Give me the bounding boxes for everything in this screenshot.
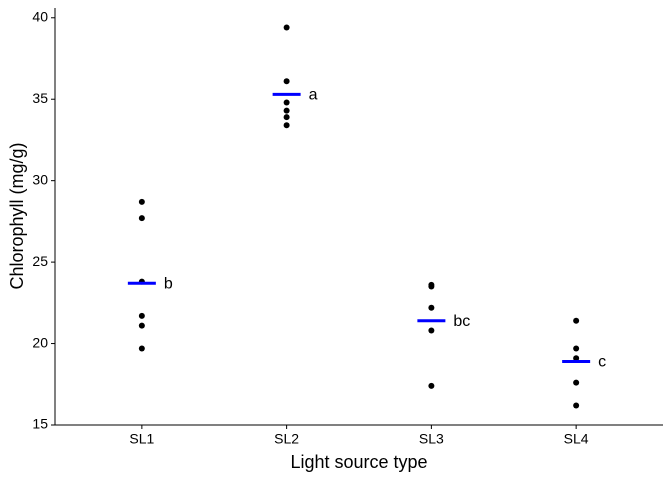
y-axis-title: Chlorophyll (mg/g) [7, 142, 27, 289]
data-point [138, 345, 145, 352]
y-tick-label: 25 [32, 253, 48, 269]
data-point [283, 114, 290, 121]
x-tick-label: SL3 [419, 431, 444, 447]
y-tick-label: 15 [32, 416, 48, 432]
y-tick-label: 30 [32, 171, 48, 187]
data-point [283, 78, 290, 85]
data-point [573, 345, 580, 352]
x-tick-label: SL1 [129, 431, 154, 447]
data-point [573, 402, 580, 409]
data-point [573, 355, 580, 362]
data-point [428, 304, 435, 311]
data-point [283, 99, 290, 106]
y-tick-label: 20 [32, 334, 48, 350]
data-point [428, 283, 435, 290]
group-letter: c [598, 354, 606, 371]
data-point [138, 322, 145, 329]
y-tick-label: 35 [32, 90, 48, 106]
data-point [138, 198, 145, 205]
data-point [573, 379, 580, 386]
x-tick-label: SL4 [564, 431, 589, 447]
x-axis-title: Light source type [290, 452, 427, 472]
group-letter: a [309, 87, 318, 104]
y-tick-label: 40 [32, 8, 48, 24]
data-point [573, 317, 580, 324]
data-point [428, 382, 435, 389]
data-point [283, 107, 290, 114]
data-point [428, 327, 435, 334]
group-letter: bc [453, 313, 470, 330]
group-letter: b [164, 276, 173, 293]
data-point [138, 312, 145, 319]
data-point [283, 24, 290, 31]
x-tick-label: SL2 [274, 431, 299, 447]
data-point [283, 122, 290, 129]
data-point [138, 215, 145, 222]
